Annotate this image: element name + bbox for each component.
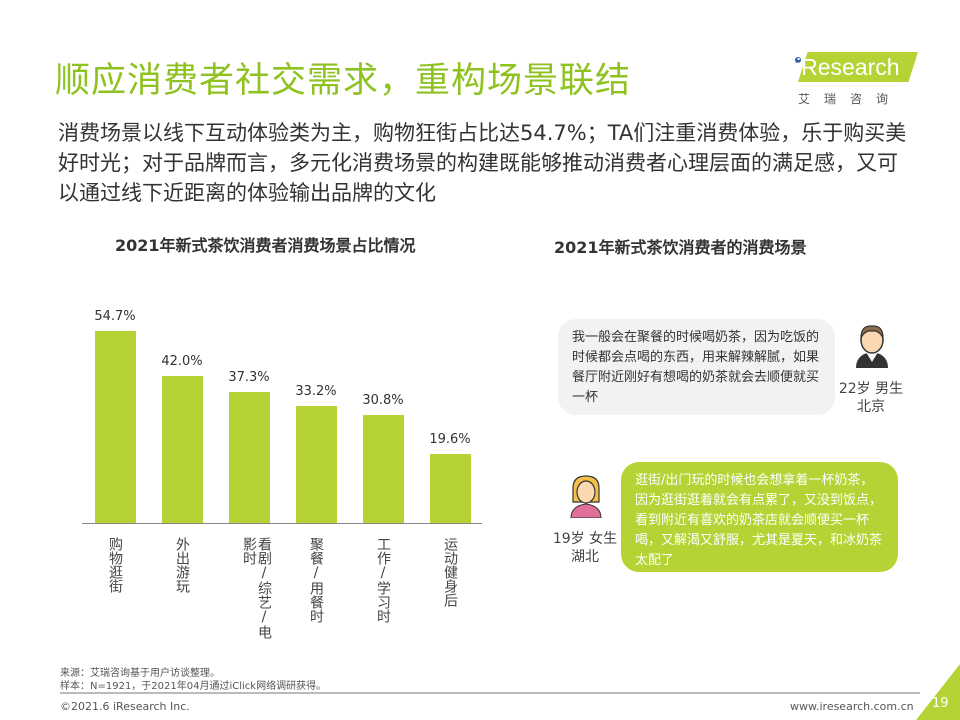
x-axis-line: [82, 523, 482, 524]
category-label: 看剧/综艺/电影时: [241, 537, 272, 639]
bar-5: [363, 414, 404, 523]
category-label: 聚餐/用餐时: [308, 537, 324, 623]
copyright: ©2021.6 iResearch Inc.: [60, 700, 190, 713]
footer-divider: [60, 692, 920, 694]
data-label: 42.0%: [161, 353, 203, 369]
bar-2: [162, 375, 203, 523]
bar-4: [296, 406, 337, 523]
iresearch-logo: iResearch 艾瑞咨询: [790, 48, 920, 108]
page-title: 顺应消费者社交需求，重构场景联结: [55, 61, 632, 101]
page-subtitle: 消费场景以线下互动体验类为主，购物狂街占比达54.7%；TA们注重消费体验，乐于…: [58, 121, 907, 205]
page-number: 19: [932, 696, 949, 711]
quote-bubble-1: 我一般会在聚餐的时候喝奶茶，因为吃饭的时候都会点喝的东西，用来解辣解腻，如果餐厅…: [558, 319, 835, 415]
female-avatar-icon: [570, 475, 602, 518]
quotes-title: 2021年新式茶饮消费者的消费场景: [554, 238, 807, 257]
corner-decoration: [916, 664, 960, 720]
chart-title: 2021年新式茶饮消费者消费场景占比情况: [115, 236, 416, 255]
data-label: 37.3%: [228, 370, 270, 386]
category-label: 购物逛街: [107, 537, 123, 593]
category-label: 外出游玩: [174, 537, 190, 593]
bar-chart: 54.7% 购物逛街 42.0% 外出游玩 37.3% 看剧/综艺/电影时 33.2% 聚餐/…: [60, 290, 500, 650]
persona-1: 22岁 男生 北京: [838, 381, 904, 415]
male-avatar-icon: [856, 325, 888, 368]
bar-3: [229, 392, 270, 523]
quote-bubble-2: 逛街/出门玩的时候也会想拿着一杯奶茶，因为逛街逛着就会有点累了，又没到饭点，看到…: [621, 462, 898, 572]
data-label: 30.8%: [362, 392, 404, 408]
bar-6: [430, 454, 471, 523]
data-label: 54.7%: [94, 309, 136, 324]
source-note: 来源：艾瑞咨询基于用户访谈整理。: [60, 668, 220, 679]
sample-note: 样本：N=1921，于2021年04月通过iClick网络调研获得。: [60, 681, 327, 692]
website-link[interactable]: www.iresearch.com.cn: [790, 700, 914, 713]
category-label: 运动健身后: [442, 537, 458, 607]
category-label: 工作/学习时: [375, 537, 391, 623]
data-label: 19.6%: [429, 432, 471, 448]
data-label: 33.2%: [295, 384, 337, 400]
persona-2: 19岁 女生 湖北: [552, 531, 618, 565]
bar-1: [95, 331, 136, 523]
